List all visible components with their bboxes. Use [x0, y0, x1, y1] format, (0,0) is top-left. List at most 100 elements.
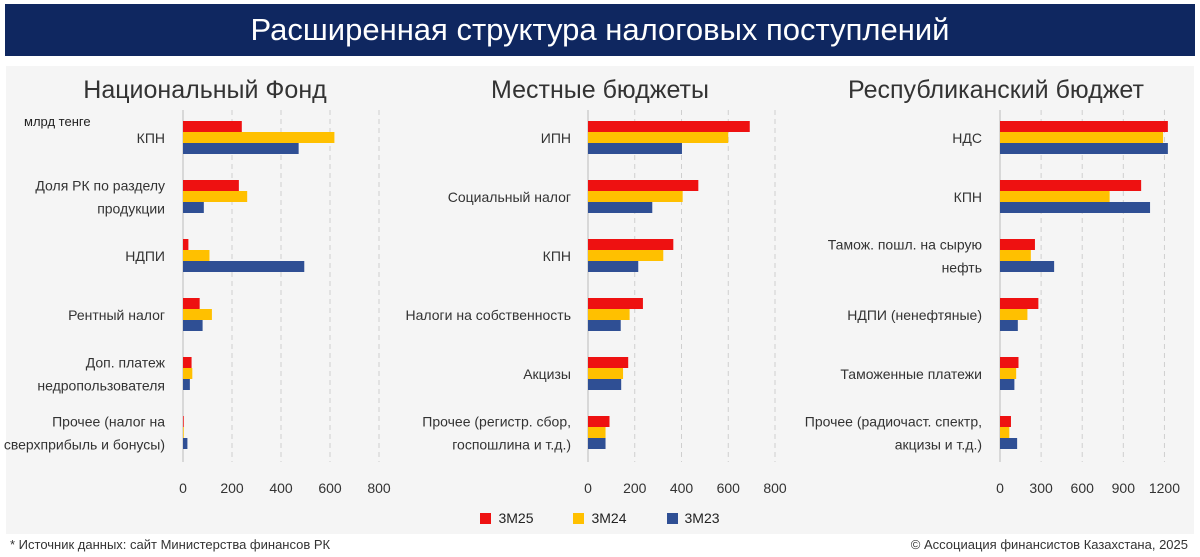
category-label: ИПН [541, 130, 571, 146]
chart-title: Республиканский бюджет [848, 76, 1144, 104]
bar-3М24 [1000, 309, 1028, 320]
x-tick-label: 800 [367, 480, 391, 496]
legend-swatch [666, 512, 678, 524]
category-label: КПН [543, 248, 571, 264]
legend-swatch [480, 512, 492, 524]
bar-3М24 [588, 132, 729, 143]
bar-3М23 [183, 438, 188, 449]
bar-3М25 [1000, 239, 1035, 250]
bar-3М23 [183, 202, 204, 213]
x-tick-label: 0 [179, 480, 187, 496]
bar-3М25 [183, 357, 192, 368]
bar-3М23 [588, 143, 682, 154]
category-label: Таможенные платежи [840, 366, 982, 382]
bar-3М25 [588, 121, 750, 132]
bar-3М24 [588, 427, 606, 438]
x-tick-label: 400 [670, 480, 694, 496]
bar-3М23 [588, 438, 606, 449]
bar-3М24 [1000, 191, 1110, 202]
bar-3М24 [1000, 427, 1010, 438]
legend-label: 3М24 [591, 510, 627, 526]
source-note: * Источник данных: сайт Министерства фин… [10, 537, 331, 552]
bar-3М25 [1000, 416, 1011, 427]
x-tick-label: 900 [1112, 480, 1136, 496]
x-tick-label: 600 [717, 480, 741, 496]
bar-3М24 [183, 309, 212, 320]
chart-title: Местные бюджеты [491, 76, 709, 104]
page-title: Расширенная структура налоговых поступле… [250, 12, 950, 47]
bar-3М23 [1000, 320, 1018, 331]
bar-3М25 [183, 239, 189, 250]
category-label: НДС [952, 130, 982, 146]
x-tick-label: 200 [220, 480, 244, 496]
bar-3М24 [588, 191, 683, 202]
category-label: Прочее (регистр. сбор, [422, 414, 571, 430]
bar-3М25 [183, 416, 184, 427]
bar-3М23 [1000, 202, 1151, 213]
category-label: Рентный налог [68, 307, 165, 323]
bar-3М23 [183, 379, 190, 390]
legend-item: 3М24 [573, 510, 627, 526]
chart-title: Национальный Фонд [83, 76, 327, 104]
x-tick-label: 0 [996, 480, 1004, 496]
bar-3М24 [183, 250, 210, 261]
category-label: госпошлина и т.д.) [452, 437, 571, 453]
bar-3М23 [588, 320, 621, 331]
bar-3М25 [588, 180, 699, 191]
x-tick-label: 800 [763, 480, 787, 496]
category-label: Прочее (налог на [52, 414, 165, 430]
bar-3М25 [588, 298, 643, 309]
bar-3М24 [1000, 132, 1164, 143]
bar-3М23 [183, 320, 203, 331]
x-tick-label: 600 [1071, 480, 1095, 496]
bar-3М23 [588, 202, 653, 213]
bar-3М23 [1000, 379, 1015, 390]
bar-3М25 [1000, 121, 1168, 132]
x-tick-label: 600 [318, 480, 342, 496]
unit-label: млрд тенге [24, 114, 91, 129]
category-label: Доля РК по разделу [35, 178, 165, 194]
category-label: Налоги на собственность [406, 307, 571, 323]
legend-swatch [573, 512, 585, 524]
legend-label: 3М23 [684, 510, 720, 526]
bar-3М25 [1000, 180, 1142, 191]
bar-3М25 [1000, 357, 1019, 368]
category-label: Акцизы [523, 366, 571, 382]
category-label: КПН [137, 130, 165, 146]
bar-3М24 [588, 250, 664, 261]
title-banner: Расширенная структура налоговых поступле… [5, 4, 1195, 56]
x-tick-label: 1200 [1149, 480, 1180, 496]
bar-3М25 [1000, 298, 1039, 309]
category-label: недропользователя [37, 378, 165, 394]
category-label: НДПИ [125, 248, 165, 264]
category-label: НДПИ (ненефтяные) [847, 307, 982, 323]
category-label: сверхприбыль и бонусы) [4, 437, 165, 453]
legend-label: 3М25 [498, 510, 534, 526]
category-label: нефть [942, 260, 982, 276]
category-label: Социальный налог [448, 189, 571, 205]
legend-item: 3М23 [666, 510, 720, 526]
legend: 3М25 3М24 3М23 [0, 510, 1200, 526]
category-label: Доп. платеж [86, 355, 166, 371]
bar-3М25 [588, 416, 610, 427]
bar-3М23 [1000, 261, 1055, 272]
bar-3М24 [588, 309, 630, 320]
bar-3М23 [1000, 143, 1168, 154]
bar-3М23 [183, 143, 299, 154]
legend-item: 3М25 [480, 510, 533, 526]
category-label: Прочее (радиочаст. спектр, [805, 414, 982, 430]
bar-3М25 [588, 357, 629, 368]
category-label: продукции [97, 201, 165, 217]
bar-3М24 [183, 191, 248, 202]
bar-3М24 [183, 132, 335, 143]
x-tick-label: 400 [269, 480, 293, 496]
bar-3М25 [183, 180, 239, 191]
category-label: акцизы и т.д.) [895, 437, 982, 453]
bar-3М24 [1000, 368, 1017, 379]
bar-3М25 [588, 239, 674, 250]
x-tick-label: 0 [584, 480, 592, 496]
bar-3М23 [183, 261, 305, 272]
copyright-note: © Ассоциация финансистов Казахстана, 202… [910, 537, 1188, 552]
bar-3М23 [588, 261, 639, 272]
